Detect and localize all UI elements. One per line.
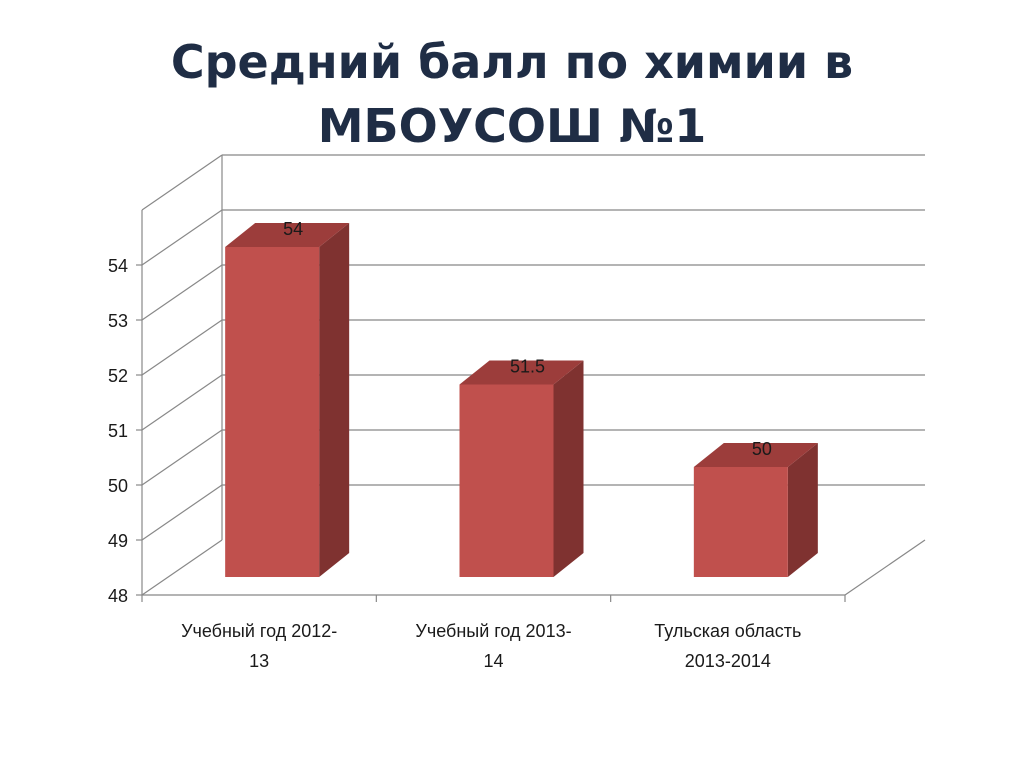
title-line-2: МБОУСОШ №1 [317,99,707,153]
y-tick-label: 53 [108,311,128,331]
bar [459,384,554,577]
chart-labels: 48 49 50 51 52 53 54 54 Учебный год 2012- 13 51.5 У… [108,219,801,671]
gridline-side [141,539,223,596]
y-tick-label: 52 [108,366,128,386]
y-tick-label: 51 [108,421,128,441]
data-label: 51.5 [510,357,545,377]
bar-top [225,223,350,247]
x-category-label: Тульская область [654,621,801,641]
title-line-1: Средний балл по химии в [170,35,854,89]
x-category-label: Учебный год 2012- [181,621,337,641]
bar-side [553,360,584,577]
bar [225,247,320,577]
gridline-side [141,319,223,376]
bar [693,467,788,577]
data-label: 50 [752,439,772,459]
bar-side [319,223,350,577]
y-tick-label: 49 [108,531,128,551]
gridline-side [141,209,223,266]
gridline-side [141,484,223,541]
y-tick-label: 50 [108,476,128,496]
chart-title: Средний балл по химии в МБОУСОШ №1 [0,30,1024,158]
bar-side [787,443,818,577]
x-category-label: Учебный год 2013- [415,621,571,641]
gridline-side [141,264,223,321]
x-category-label: 2013-2014 [685,651,771,671]
gridline-side [141,429,223,486]
floor-edge [844,539,926,596]
gridline-side [141,374,223,431]
data-label: 54 [283,219,303,239]
chart-axes [136,210,846,602]
bar-top [459,360,584,385]
gridline-side [141,154,223,211]
bar-top [693,443,818,467]
y-tick-label: 48 [108,586,128,606]
x-category-label: 14 [483,651,503,671]
x-category-label: 13 [249,651,269,671]
y-tick-label: 54 [108,256,128,276]
chart-bars [225,223,818,577]
